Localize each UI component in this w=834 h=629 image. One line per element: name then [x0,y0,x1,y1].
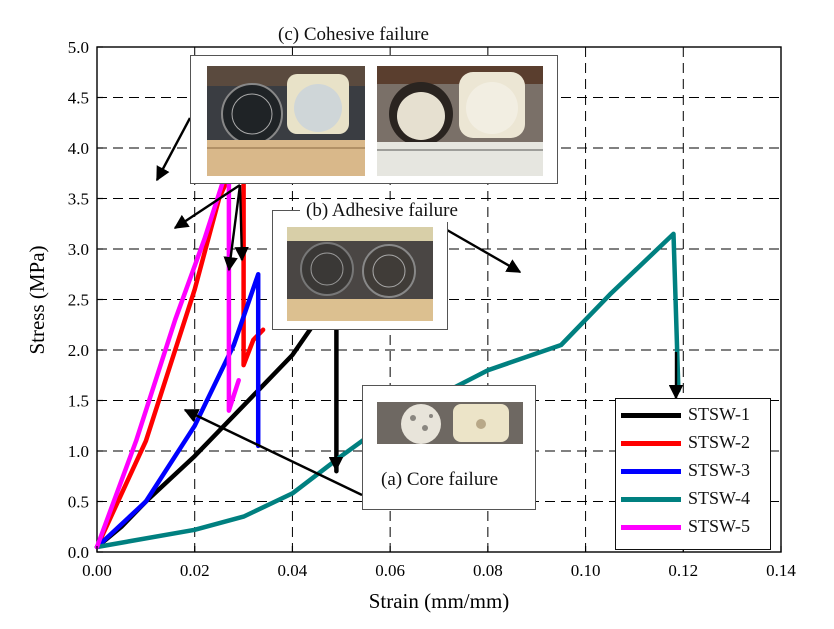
annotation-adhesive-failure: (b) Adhesive failure [300,200,464,222]
legend-item-stsw-2: STSW-2 [616,429,770,457]
y-tick-label: 2.5 [68,291,89,310]
annotation-arrow [446,228,522,274]
cohesive-failure-photo-panel [190,55,558,184]
series-line-stsw-3 [94,272,261,550]
annotation-core-failure: (a) Core failure [375,469,505,491]
series-line-stsw-5 [94,160,241,550]
core-failure-photo [377,402,523,444]
legend-item-stsw-3: STSW-3 [616,457,770,485]
y-axis-label: Stress (MPa) [25,245,49,354]
y-tick-label: 2.0 [68,341,89,360]
x-tick-label: 0.02 [180,561,210,580]
annotation-arrow [173,183,241,230]
legend-item-stsw-4: STSW-4 [616,485,770,513]
legend-item-stsw-5: STSW-5 [616,513,770,541]
y-tick-label: 4.5 [68,89,89,108]
core-failure-photo-panel [362,385,536,510]
y-tick-label: 0.0 [68,543,89,562]
annotation-arrow [155,117,192,182]
legend-swatch-stsw-5 [621,525,681,530]
y-tick-label: 3.5 [68,190,89,209]
legend: STSW-1 STSW-2 STSW-3 STSW-4 STSW-5 [615,398,771,550]
legend-label-stsw-1: STSW-1 [688,404,751,424]
x-tick-label: 0.08 [473,561,503,580]
legend-label-stsw-2: STSW-2 [688,432,751,452]
legend-label-stsw-4: STSW-4 [688,488,751,508]
cohesive-failure-photo-right [377,66,543,176]
axis-ticks: 0.00 0.02 0.04 0.06 0.08 0.10 0.12 0.14 0.0 0.5 1.… [68,38,797,580]
annotation-arrows [155,117,684,497]
x-tick-label: 0.12 [668,561,698,580]
x-tick-label: 0.04 [278,561,308,580]
legend-swatch-stsw-2 [621,441,681,446]
annotation-cohesive-failure: (c) Cohesive failure [272,24,435,46]
legend-label-stsw-5: STSW-5 [688,516,751,536]
annotation-arrow [223,184,242,272]
y-tick-label: 5.0 [68,38,89,57]
annotation-arrow [234,184,249,262]
y-tick-label: 1.0 [68,442,89,461]
x-tick-label: 0.10 [571,561,601,580]
legend-label-stsw-3: STSW-3 [688,460,751,480]
y-tick-label: 3.0 [68,240,89,259]
y-tick-label: 1.5 [68,392,89,411]
legend-swatch-stsw-1 [621,413,681,418]
x-tick-label: 0.06 [375,561,405,580]
x-axis-label: Strain (mm/mm) [369,589,510,613]
annotation-arrow [183,408,363,497]
legend-swatch-stsw-4 [621,497,681,502]
adhesive-failure-photo-panel [272,210,448,330]
adhesive-failure-photo [287,227,433,321]
legend-swatch-stsw-3 [621,469,681,474]
y-tick-label: 4.0 [68,139,89,158]
cohesive-failure-photo-left [207,66,365,176]
legend-item-stsw-1: STSW-1 [616,401,770,429]
x-tick-label: 0.14 [766,561,796,580]
x-tick-label: 0.00 [82,561,112,580]
y-tick-label: 0.5 [68,493,89,512]
